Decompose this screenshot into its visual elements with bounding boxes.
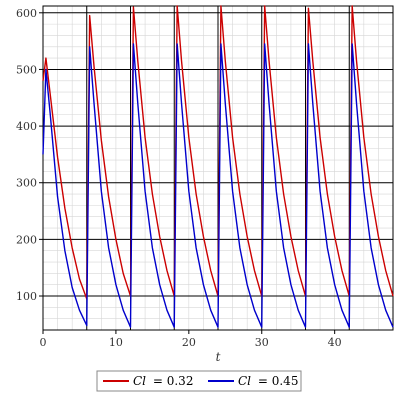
y-tick-label: 300: [16, 177, 37, 190]
plot-frame: [42, 5, 394, 331]
legend-box: [96, 370, 302, 392]
x-tick-label: 0: [40, 336, 47, 349]
legend-label-cl-032: Cl = 0.32: [133, 374, 193, 388]
legend-value-cl-032: = 0.32: [153, 374, 194, 388]
x-tick-label: 30: [255, 336, 269, 349]
x-tick-label: 40: [328, 336, 342, 349]
x-tick-label: 10: [109, 336, 123, 349]
y-tick-label: 600: [16, 7, 37, 20]
x-tick-label: 20: [182, 336, 196, 349]
legend-symbol-cl-045: Cl: [238, 374, 251, 388]
legend-value-cl-045: = 0.45: [258, 374, 299, 388]
tick-labels: 0 10 20 30 40 100 200 300 400 500 600: [16, 7, 342, 349]
x-axis-label: t: [216, 350, 221, 364]
y-tick-label: 200: [16, 233, 37, 246]
gridlines: [42, 6, 394, 330]
y-tick-label: 500: [16, 63, 37, 76]
y-tick-label: 400: [16, 120, 37, 133]
series-lines: [42, 5, 394, 328]
series-line-cl-045: [42, 43, 394, 328]
legend-symbol-cl-032: Cl: [133, 374, 146, 388]
legend-label-cl-045: Cl = 0.45: [238, 374, 298, 388]
plot-border: [42, 5, 394, 331]
legend: Cl = 0.32 Cl = 0.45: [96, 370, 302, 392]
y-tick-label: 100: [16, 290, 37, 303]
